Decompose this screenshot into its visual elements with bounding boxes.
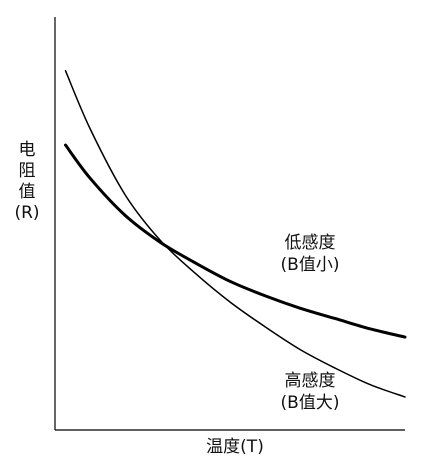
x-axis-label: 温度(T) [206,437,264,457]
y-axis-label-line-2: 阻 [18,161,36,181]
y-axis-label-line-4: (R) [14,203,40,223]
series-layer [64,69,407,398]
series-line-high-sensitivity [64,69,406,398]
y-axis-label-line-3: 值 [18,182,36,202]
y-axis-label: 电 阻 值 (R) [12,140,42,224]
high-sensitivity-label-line-2: (B值大) [280,393,340,413]
low-sensitivity-label: 低感度 (B值小) [275,232,345,276]
low-sensitivity-label-line-1: 低感度 [284,233,336,253]
series-line-low-sensitivity [64,143,407,339]
high-sensitivity-label-line-1: 高感度 [284,371,336,391]
low-sensitivity-label-line-2: (B值小) [280,255,340,275]
high-sensitivity-label: 高感度 (B值大) [272,370,348,414]
y-axis-label-line-1: 电 [18,140,36,160]
